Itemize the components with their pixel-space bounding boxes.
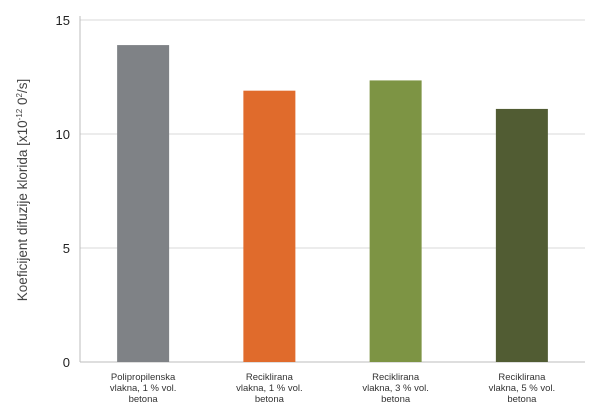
y-tick-label: 10 (56, 127, 70, 142)
x-category-label-line: Polipropilenska (111, 372, 176, 383)
bars (117, 45, 548, 363)
x-category-labels: Polipropilenska vlakna, 1 % vol. betonaRec… (110, 372, 555, 405)
x-category-label-line: betona (381, 394, 411, 405)
x-category-label-line: Reciklirana (372, 372, 420, 383)
y-tick-label: 15 (56, 13, 70, 28)
bar (117, 45, 170, 363)
x-category-label-line: vlakna, 3 % vol. (362, 383, 429, 394)
y-tick-label: 5 (63, 241, 70, 256)
y-tick-label: 0 (63, 355, 70, 370)
x-category-label: Reciklirana vlakna, 3 % vol. betona (362, 372, 429, 405)
x-category-label-line: betona (507, 394, 537, 405)
x-category-label: Reciklirana vlakna, 1 % vol. betona (236, 372, 303, 405)
bar (495, 108, 548, 362)
x-category-label-line: betona (129, 394, 159, 405)
bar (243, 90, 296, 363)
y-axis-label: Koeficijent difuzije klorida [x10-12 02/… (15, 79, 30, 301)
x-category-label: Reciklirana vlakna, 5 % vol. betona (489, 372, 556, 405)
x-category-label-line: Reciklirana (498, 372, 546, 383)
bar (369, 80, 422, 363)
x-category-label-line: betona (255, 394, 285, 405)
x-category-label: Polipropilenska vlakna, 1 % vol. betona (110, 372, 177, 405)
x-category-label-line: vlakna, 5 % vol. (489, 383, 556, 394)
x-category-label-line: vlakna, 1 % vol. (110, 383, 177, 394)
y-tick-labels: 0 5 10 15 (56, 13, 70, 370)
x-category-label-line: Reciklirana (246, 372, 294, 383)
x-category-label-line: vlakna, 1 % vol. (236, 383, 303, 394)
